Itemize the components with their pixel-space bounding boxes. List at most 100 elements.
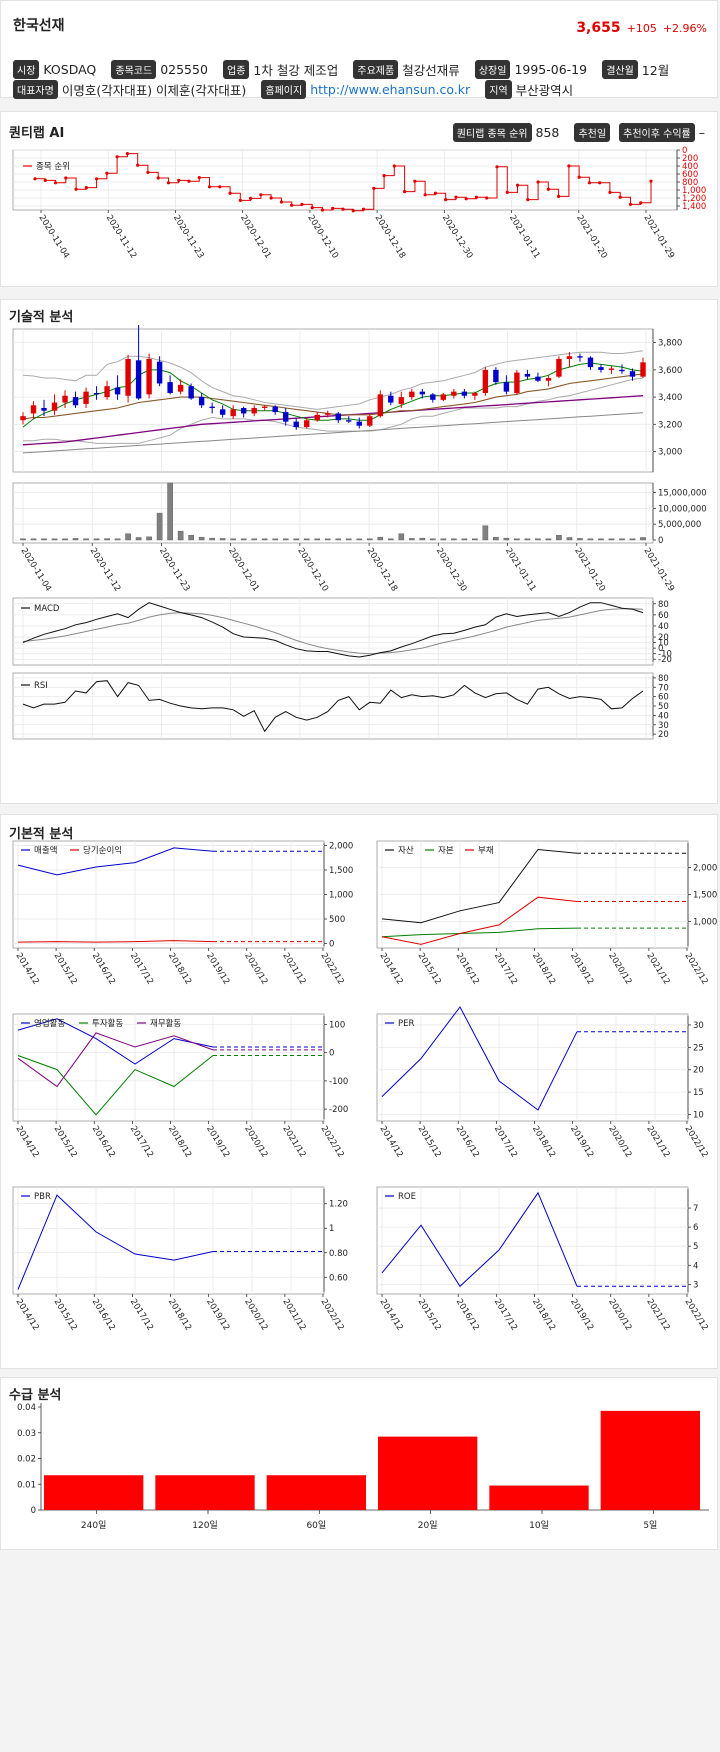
volume-bar [440,538,447,541]
rank-point [567,164,571,168]
rank-x-tick-label: 2020-12-18 [373,213,408,260]
candle-body [398,397,405,404]
volume-bar [272,538,279,541]
macd-line [22,602,644,658]
volume-bar [608,538,615,541]
quantilab-title: 퀀티랩 AI [9,126,65,141]
candle-body [83,391,89,404]
rank-point [382,174,386,178]
candle-body [524,373,531,377]
sales-y-tick-label: 1,500 [329,866,353,876]
rank-x-tick-label: 2021-01-20 [574,213,609,260]
technical-title: 기술적 분석 [9,310,74,325]
balance-series-1-line [381,927,578,938]
cashflow-x-tick-label: 2015/12 [52,1124,79,1159]
rank-point [207,185,212,189]
sales-x-tick-label: 2020/12 [242,951,269,986]
balance-y-tick-label: 2,000 [693,863,717,873]
homepage-tag: 홈페이지 [261,80,307,99]
pbr-x-tick-label: 2015/12 [52,1297,79,1332]
volume-y-tick-label: 15,000,000 [658,489,707,499]
macd-y-tick-label: 20 [658,633,669,643]
listed-tag: 상장일 [474,60,511,79]
roe-x-tick-label: 2016/12 [454,1297,481,1332]
quantilab-card: 퀀티랩 AI 퀀티랩 종목 순위 858 추천일 추천이후 수익률 – 0 200 40… [0,111,718,287]
candle-body [62,395,68,403]
per-x-tick-label: 2017/12 [492,1124,519,1159]
candle-body [240,407,247,414]
fundamental-charts: 0 500 1,000 1,500 2,000 매출액 당기순이익 2014/12 2015/1… [12,840,717,1333]
candle-body [209,406,215,408]
per-plot-frame [376,1013,689,1122]
price-plot-frame [12,328,654,473]
rank-point [341,207,345,211]
rank-point [115,155,119,159]
volume-y-tick-label: 10,000,000 [658,504,707,514]
volume-bar [114,538,121,541]
volume-bar [282,538,289,541]
volume-y-tick-label: 0 [658,536,663,546]
product-tag: 주요제품 [353,60,399,79]
rank-point [310,206,314,210]
candle-body [640,362,646,377]
rsi-y-tick-label: 50 [658,702,669,712]
supply-title: 수급 분석 [9,1388,62,1403]
cashflow-x-tick-label: 2016/12 [90,1124,117,1159]
macd-y-tick-label: 40 [658,622,669,632]
rank-point [413,179,417,183]
per-x-tick-label: 2018/12 [530,1124,557,1159]
fundamental-title: 기본적 분석 [9,827,74,842]
rank-point [454,195,458,199]
candle-body [598,367,604,370]
homepage-link[interactable]: http://www.ehansun.co.kr [310,82,471,97]
volume-y-tick-label: 5,000,000 [658,520,701,530]
rank-x-tick-label: 2020-11-04 [36,213,71,260]
per-x-tick-label: 2022/12 [682,1124,709,1159]
per-y-tick-label: 10 [693,1111,704,1121]
cashflow-x-tick-label: 2014/12 [13,1124,40,1159]
rank-y-tick-label: 600 [682,170,698,180]
candle-body [619,369,625,372]
sales-y-tick-label: 0 [329,940,334,950]
sales-x-tick-label: 2019/12 [204,951,231,986]
pbr-x-tick-label: 2014/12 [13,1297,40,1332]
market-tag: 시장 [13,60,40,79]
rank-point [515,183,520,187]
volume-bar [104,538,110,541]
pbr-x-tick-label: 2020/12 [242,1297,269,1332]
supply-y-tick-label: 0.04 [17,1403,36,1413]
supply-category-label: 5일 [643,1520,657,1531]
candle-body [20,416,26,421]
rank-y-tick-label: 1,400 [682,202,706,212]
candle-body [230,409,236,417]
supply-card: 수급 분석 0 0.01 0.02 0.03 0.04 240일 120일 60일 20일 10일… [0,1377,718,1550]
rank-point [197,176,201,180]
sales-series-1-line [17,940,214,943]
roe-x-tick-label: 2015/12 [416,1297,443,1332]
cashflow-legend-label: 영업활동 [34,1018,65,1029]
volume-bar [430,538,436,541]
technical-x-tick-label: 2021-01-11 [503,546,538,593]
supply-bar [155,1475,255,1510]
rank-point [372,186,376,190]
balance-x-tick-label: 2014/12 [377,951,404,986]
sales-x-tick-label: 2017/12 [128,951,155,986]
volume-bar [135,537,142,541]
rsi-y-tick-label: 70 [658,683,669,693]
candle-body [188,386,194,399]
volume-bar [556,535,562,541]
volume-bar [377,536,384,541]
fiscal-tag: 결산월 [602,60,638,79]
sales-x-tick-label: 2021/12 [280,951,307,986]
rank-point [64,176,68,180]
rank-x-tick-label: 2021-01-11 [507,213,542,260]
candle-body [503,382,510,392]
macd-legend-label: MACD [34,604,60,614]
volume-bar [577,538,583,541]
rec-return-value: – [698,125,705,140]
pbr-plot-frame [12,1186,325,1295]
rank-point [187,179,191,183]
candle-body [314,414,320,421]
rank-point [474,195,479,199]
bollinger-upper-line [22,350,644,410]
